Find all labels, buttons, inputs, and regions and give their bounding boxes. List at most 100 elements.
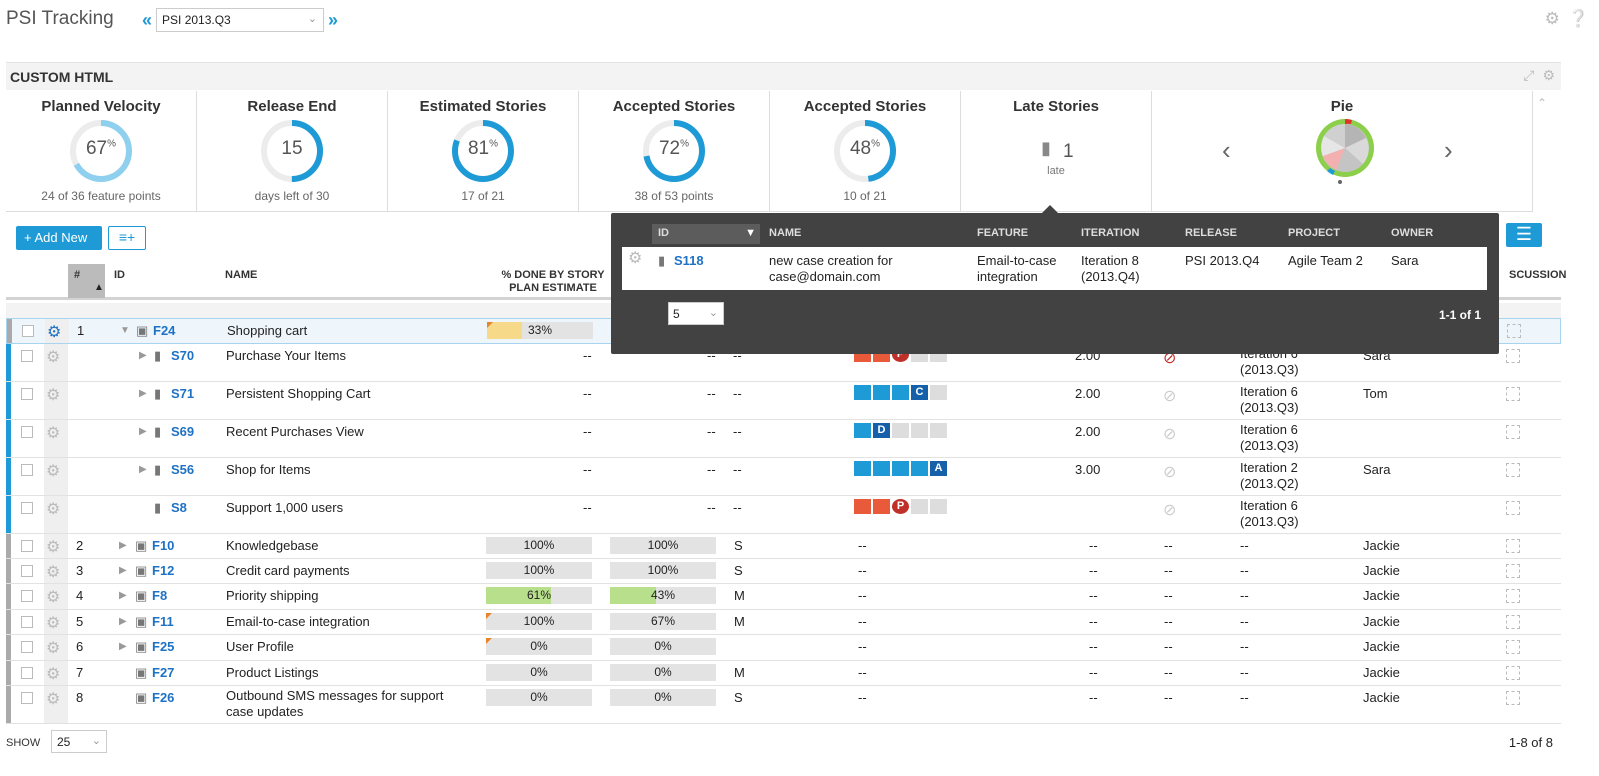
- popup-project-header[interactable]: PROJECT: [1288, 227, 1340, 239]
- row-gear-icon[interactable]: ⚙: [46, 564, 61, 581]
- row-name[interactable]: Priority shipping: [226, 588, 319, 603]
- row-id[interactable]: F8: [152, 588, 168, 603]
- row-name[interactable]: User Profile: [226, 639, 294, 654]
- gear-icon[interactable]: ⚙: [1544, 9, 1560, 28]
- blocked-icon[interactable]: ⊘: [1163, 464, 1177, 481]
- row-gear-icon[interactable]: ⚙: [46, 349, 61, 366]
- row-gear-icon[interactable]: ⚙: [46, 387, 61, 404]
- popup-id-header[interactable]: ID ▼: [652, 224, 760, 244]
- row-id[interactable]: S70: [171, 348, 195, 363]
- row-checkbox[interactable]: [21, 426, 33, 438]
- row-name[interactable]: Knowledgebase: [226, 538, 319, 553]
- row-checkbox[interactable]: [21, 616, 33, 628]
- row-id[interactable]: F27: [152, 665, 175, 680]
- popup-release-header[interactable]: RELEASE: [1185, 227, 1237, 239]
- row-name[interactable]: Persistent Shopping Cart: [226, 386, 371, 401]
- expand-right-icon[interactable]: ▶: [139, 388, 147, 399]
- id-column-header[interactable]: ID: [114, 269, 125, 281]
- expand-right-icon[interactable]: ▶: [139, 426, 147, 437]
- row-gear-icon[interactable]: ⚙: [46, 463, 61, 480]
- expand-right-icon[interactable]: ▶: [119, 641, 127, 652]
- feature-row[interactable]: ⚙ 3 ▶ ▣ F12 Credit card payments 100% 100% S -- --…: [6, 559, 1561, 584]
- expand-right-icon[interactable]: ▶: [139, 464, 147, 475]
- row-checkbox[interactable]: [21, 540, 33, 552]
- popup-feature-header[interactable]: FEATURE: [977, 227, 1029, 239]
- release-select[interactable]: PSI 2013.Q3 ⌄: [156, 8, 325, 32]
- discussion-icon[interactable]: [1506, 539, 1520, 553]
- feature-row[interactable]: ⚙ 2 ▶ ▣ F10 Knowledgebase 100% 100% S -- -- -- -- Jac…: [6, 534, 1561, 559]
- discussion-icon[interactable]: [1506, 589, 1520, 603]
- row-name[interactable]: Email-to-case integration: [226, 614, 370, 629]
- row-gear-icon[interactable]: ⚙: [46, 589, 61, 606]
- discussion-icon[interactable]: [1506, 666, 1520, 680]
- discussion-icon[interactable]: [1506, 640, 1520, 654]
- add-new-button[interactable]: + Add New: [16, 226, 102, 250]
- discussion-icon[interactable]: [1506, 349, 1520, 363]
- next-release-icon[interactable]: »: [328, 10, 339, 30]
- feature-row[interactable]: ⚙ 7 ▣ F27 Product Listings 0% 0% M -- -- -- -- Jacki…: [6, 661, 1561, 686]
- row-name[interactable]: Product Listings: [226, 665, 319, 680]
- expand-down-icon[interactable]: ▼: [120, 325, 130, 336]
- discussion-column-header[interactable]: SCUSSION: [1509, 269, 1567, 281]
- rank-column-header[interactable]: # ▲: [68, 264, 105, 298]
- row-checkbox[interactable]: [21, 502, 33, 514]
- row-name[interactable]: Recent Purchases View: [226, 424, 364, 439]
- row-gear-icon[interactable]: ⚙: [46, 501, 61, 518]
- chevron-left-icon[interactable]: ‹: [1222, 135, 1231, 165]
- story-row[interactable]: ⚙ ▶ ▮ S56 Shop for Items -- -- -- A 3.00 ⊘ Iteratio…: [6, 458, 1561, 496]
- expand-right-icon[interactable]: ▶: [119, 590, 127, 601]
- feature-row[interactable]: ⚙ 6 ▶ ▣ F25 User Profile 0% 0% -- -- -- -- Jackie: [6, 635, 1561, 661]
- popup-page-size-select[interactable]: 5 ⌄: [668, 302, 724, 325]
- row-id[interactable]: F25: [152, 639, 175, 654]
- name-column-header[interactable]: NAME: [225, 269, 258, 281]
- discussion-icon[interactable]: [1506, 564, 1520, 578]
- row-id[interactable]: F26: [152, 690, 175, 705]
- expand-right-icon[interactable]: ▶: [119, 616, 127, 627]
- row-gear-icon[interactable]: ⚙: [46, 640, 61, 657]
- row-name[interactable]: Support 1,000 users: [226, 500, 344, 515]
- add-with-details-button[interactable]: ≡+: [108, 226, 146, 250]
- popup-iteration-header[interactable]: ITERATION: [1081, 227, 1140, 239]
- discussion-icon[interactable]: [1506, 501, 1520, 515]
- row-gear-icon[interactable]: ⚙: [628, 250, 643, 267]
- row-id[interactable]: S56: [171, 462, 195, 477]
- row-id[interactable]: S69: [171, 424, 195, 439]
- story-row[interactable]: ⚙ ▶ ▮ S71 Persistent Shopping Cart -- -- -- C 2.0…: [6, 382, 1561, 420]
- menu-icon[interactable]: ☰: [1506, 223, 1542, 247]
- popup-name-header[interactable]: NAME: [769, 227, 802, 239]
- expand-right-icon[interactable]: ▶: [139, 350, 147, 361]
- popup-owner-header[interactable]: OWNER: [1391, 227, 1434, 239]
- blocked-icon[interactable]: ⊘: [1163, 350, 1177, 367]
- chevron-right-icon[interactable]: ›: [1444, 135, 1453, 165]
- row-id[interactable]: S8: [171, 500, 187, 515]
- help-icon[interactable]: ❔: [1567, 9, 1589, 28]
- discussion-icon[interactable]: [1506, 425, 1520, 439]
- row-checkbox[interactable]: [21, 565, 33, 577]
- discussion-icon[interactable]: [1506, 615, 1520, 629]
- row-checkbox[interactable]: [21, 350, 33, 362]
- discussion-icon[interactable]: [1506, 463, 1520, 477]
- row-checkbox[interactable]: [21, 667, 33, 679]
- story-row[interactable]: ⚙ ▶ ▮ S69 Recent Purchases View -- -- -- D 2.00 ⊘ I…: [6, 420, 1561, 458]
- row-id[interactable]: F24: [153, 323, 176, 338]
- row-id[interactable]: F11: [152, 614, 174, 629]
- row-gear-icon[interactable]: ⚙: [46, 691, 61, 708]
- row-id[interactable]: F12: [152, 563, 175, 578]
- row-name[interactable]: Outbound SMS messages for support case up…: [226, 688, 444, 719]
- row-id[interactable]: S71: [171, 386, 195, 401]
- feature-row[interactable]: ⚙ 4 ▶ ▣ F8 Priority shipping 61% 43% M -- -- -- -- Ja…: [6, 584, 1561, 610]
- expand-icon[interactable]: ⤢: [1523, 67, 1535, 83]
- discussion-icon[interactable]: [1507, 324, 1521, 338]
- previous-release-icon[interactable]: «: [142, 10, 153, 30]
- row-checkbox[interactable]: [21, 641, 33, 653]
- popup-row[interactable]: ⚙ ▮ S118 new case creation for case@domai…: [622, 247, 1487, 290]
- row-checkbox[interactable]: [21, 590, 33, 602]
- expand-right-icon[interactable]: ▶: [119, 540, 127, 551]
- expand-right-icon[interactable]: ▶: [119, 565, 127, 576]
- scroll-up-icon[interactable]: ⌃: [1537, 96, 1548, 110]
- discussion-icon[interactable]: [1506, 691, 1520, 705]
- row-gear-icon[interactable]: ⚙: [46, 425, 61, 442]
- blocked-icon[interactable]: ⊘: [1163, 388, 1177, 405]
- row-checkbox[interactable]: [21, 388, 33, 400]
